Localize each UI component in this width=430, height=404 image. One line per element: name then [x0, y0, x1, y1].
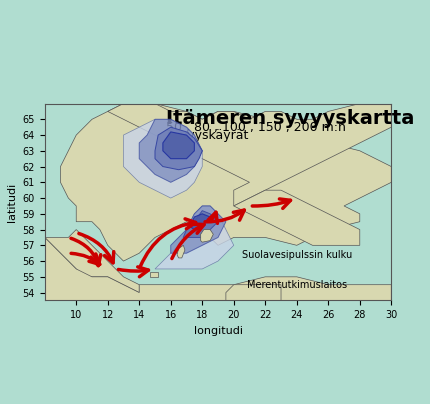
FancyArrowPatch shape: [71, 253, 100, 264]
Polygon shape: [155, 206, 234, 269]
Polygon shape: [150, 272, 158, 277]
Polygon shape: [123, 119, 202, 198]
Text: Itämeren syvyyskartta: Itämeren syvyyskartta: [166, 109, 415, 128]
Polygon shape: [177, 245, 185, 258]
FancyArrowPatch shape: [118, 267, 148, 277]
Text: 50 , 80 , 100 , 150 , 200 m:n: 50 , 80 , 100 , 150 , 200 m:n: [166, 121, 346, 134]
FancyArrowPatch shape: [79, 234, 114, 263]
Polygon shape: [201, 229, 213, 242]
Polygon shape: [234, 190, 360, 245]
Polygon shape: [190, 214, 210, 229]
FancyArrowPatch shape: [205, 210, 244, 222]
FancyArrowPatch shape: [172, 224, 204, 259]
Polygon shape: [45, 229, 139, 292]
Y-axis label: latitudi: latitudi: [7, 182, 17, 222]
Polygon shape: [183, 210, 218, 238]
Polygon shape: [108, 103, 391, 206]
Polygon shape: [226, 285, 281, 301]
FancyArrowPatch shape: [208, 212, 218, 223]
Text: syvyyskäyrät: syvyyskäyrät: [166, 129, 249, 142]
Text: Merentutkimuslaitos: Merentutkimuslaitos: [247, 280, 347, 290]
FancyArrowPatch shape: [71, 238, 101, 265]
Polygon shape: [45, 238, 391, 301]
Text: Suolavesipulssin kulku: Suolavesipulssin kulku: [242, 250, 352, 260]
Polygon shape: [139, 119, 202, 182]
Polygon shape: [171, 206, 226, 253]
Polygon shape: [155, 127, 202, 170]
FancyArrowPatch shape: [140, 219, 196, 266]
Polygon shape: [163, 132, 194, 159]
Polygon shape: [61, 103, 391, 261]
FancyArrowPatch shape: [252, 199, 291, 208]
X-axis label: longitudi: longitudi: [194, 326, 243, 336]
